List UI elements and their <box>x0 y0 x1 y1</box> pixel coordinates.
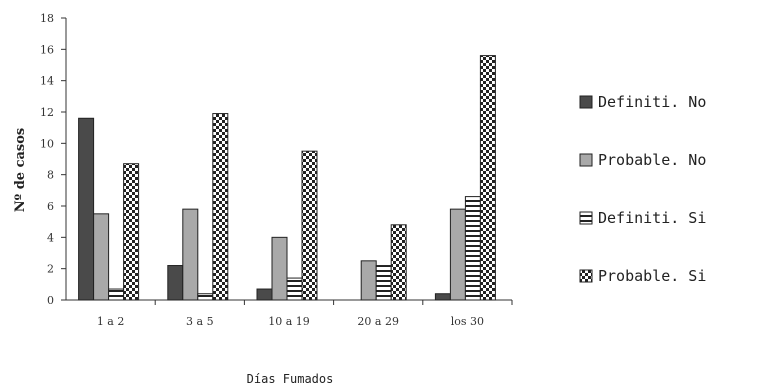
y-tick-label: 18 <box>40 12 54 25</box>
y-tick-label: 2 <box>47 263 54 276</box>
bar-2-3 <box>271 236 288 301</box>
y-tick-label: 4 <box>47 231 54 244</box>
bar-1-3 <box>256 288 273 301</box>
x-tick-label: 3 a 5 <box>186 315 214 328</box>
y-tick-label: 6 <box>47 200 54 213</box>
x-tick-label: los 30 <box>451 315 484 328</box>
bar-3-4 <box>375 265 392 301</box>
bar-2-2 <box>182 208 199 301</box>
bar-3-2 <box>197 293 214 301</box>
x-tick-label: 10 a 19 <box>268 315 310 328</box>
y-tick-label: 12 <box>40 106 54 119</box>
bar-3-1 <box>108 288 125 301</box>
bar-4-2 <box>212 113 229 301</box>
bar-1-1 <box>78 117 95 301</box>
legend-swatch <box>579 95 593 109</box>
bar-3-3 <box>286 277 303 301</box>
bar-2-4 <box>360 260 377 301</box>
bar-3-5 <box>464 196 481 301</box>
legend-label: Definiti. No <box>598 93 706 111</box>
bar-1-2 <box>167 265 184 301</box>
legend-swatch <box>579 269 593 283</box>
y-tick-label: 8 <box>47 169 54 182</box>
y-tick-label: 14 <box>40 75 54 88</box>
y-tick-label: 16 <box>40 43 54 56</box>
bar-1-5 <box>434 293 451 301</box>
bar-4-3 <box>301 150 318 301</box>
x-tick-label: 1 a 2 <box>97 315 125 328</box>
y-axis-title: Nº de casos <box>13 128 28 212</box>
y-tick-label: 0 <box>47 294 54 307</box>
bar-4-4 <box>390 224 407 301</box>
bar-4-1 <box>123 163 140 301</box>
legend-label: Probable. No <box>598 151 706 169</box>
bar-4-5 <box>479 55 496 301</box>
y-tick-label: 10 <box>40 137 54 150</box>
x-axis-title: Días Fumados <box>247 372 334 386</box>
bar-2-5 <box>449 208 466 301</box>
x-tick-label: 20 a 29 <box>357 315 399 328</box>
bar-2-1 <box>93 213 110 301</box>
legend-label: Probable. Si <box>598 267 706 285</box>
legend-swatch <box>579 153 593 167</box>
legend-swatch <box>579 211 593 225</box>
legend-label: Definiti. Si <box>598 209 706 227</box>
